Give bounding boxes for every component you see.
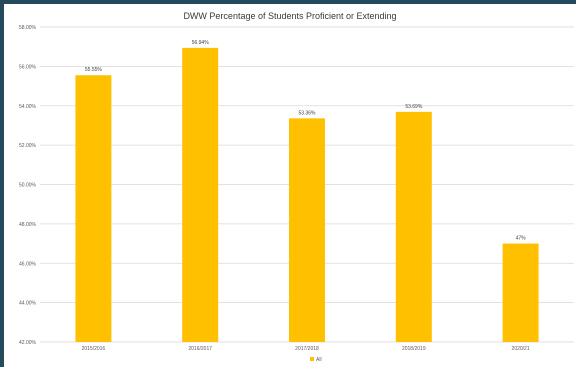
y-tick-label: 56.00% bbox=[19, 64, 37, 70]
x-tick-label: 2020/21 bbox=[512, 346, 530, 352]
x-tick-label: 2015/2016 bbox=[82, 346, 106, 352]
bars bbox=[75, 47, 539, 343]
x-tick-label: 2017/2018 bbox=[295, 346, 319, 352]
y-tick-label: 42.00% bbox=[19, 340, 37, 346]
y-tick-label: 54.00% bbox=[19, 104, 37, 110]
y-axis-tick-labels: 42.00% 44.00% 46.00% 48.00% 50.00% 52.00% 54.0… bbox=[19, 25, 37, 346]
y-tick-label: 46.00% bbox=[19, 261, 37, 267]
x-axis-tick-labels: 2015/2016 2016/2017 2017/2018 2018/2019 2020… bbox=[82, 346, 530, 352]
bar-2017-2018 bbox=[289, 118, 325, 342]
chart-panel: DWW Percentage of Students Proficient or… bbox=[4, 4, 576, 367]
bar-chart: DWW Percentage of Students Proficient or… bbox=[19, 11, 574, 363]
x-tick-label: 2016/2017 bbox=[188, 346, 212, 352]
bar-2016-2017 bbox=[182, 47, 219, 343]
data-labels: 55.55% 56.94% 53.36% 53.69% 47% bbox=[85, 40, 526, 242]
legend: All bbox=[310, 357, 322, 363]
bar-2015-2016 bbox=[75, 75, 112, 342]
x-tick-label: 2018/2019 bbox=[402, 346, 426, 352]
data-label: 47% bbox=[516, 236, 527, 242]
y-tick-label: 48.00% bbox=[19, 222, 37, 228]
y-tick-label: 50.00% bbox=[19, 183, 37, 189]
data-label: 56.94% bbox=[192, 40, 210, 46]
y-tick-label: 44.00% bbox=[19, 301, 37, 307]
bar-2018-2019 bbox=[395, 111, 432, 343]
y-tick-label: 58.00% bbox=[19, 25, 37, 31]
legend-swatch bbox=[310, 357, 314, 361]
data-label: 55.55% bbox=[85, 67, 103, 73]
data-label: 53.36% bbox=[299, 110, 317, 116]
y-tick-label: 52.00% bbox=[19, 143, 37, 149]
data-label: 53.69% bbox=[405, 104, 423, 110]
legend-label-all: All bbox=[316, 357, 322, 363]
chart-title: DWW Percentage of Students Proficient or… bbox=[183, 11, 396, 21]
bar-2020-21 bbox=[502, 243, 539, 342]
